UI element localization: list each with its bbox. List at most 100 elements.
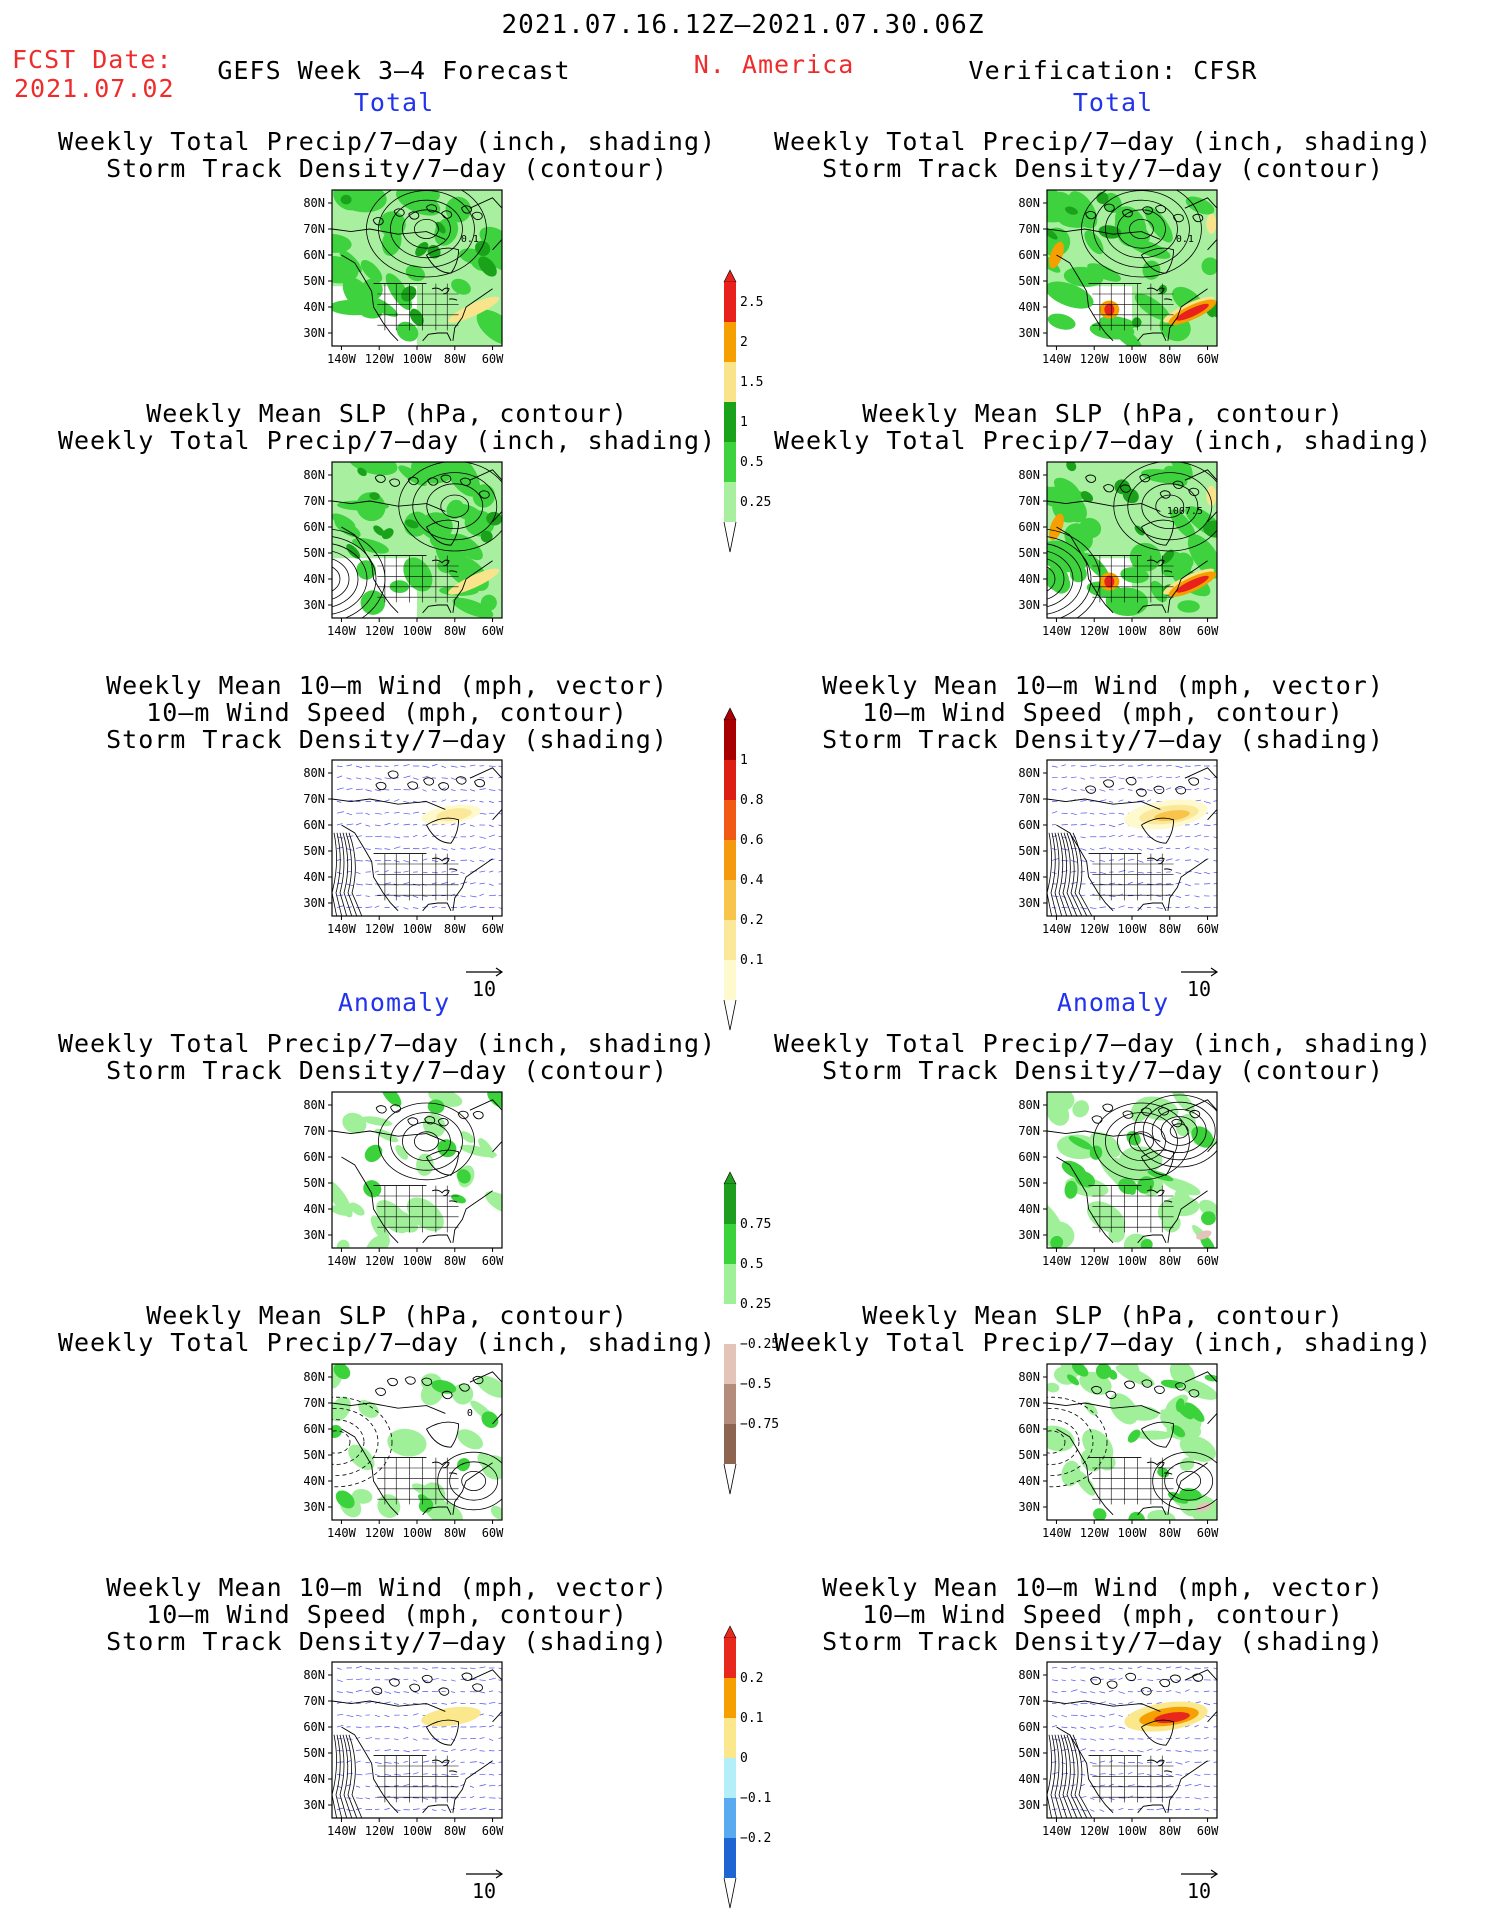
wind-vector [355, 871, 361, 874]
lat-tick-label: 40N [1018, 1202, 1040, 1216]
precip-fill-mid [1142, 260, 1161, 280]
wind-vector [384, 799, 390, 802]
wind-vector [1061, 776, 1068, 779]
coastline [1047, 1669, 1217, 1814]
contour-line [332, 1430, 351, 1454]
precip-fill-max [1176, 575, 1209, 593]
colorbar-segment [724, 322, 736, 362]
wind-vector [1184, 883, 1192, 887]
lon-tick-label: 80W [444, 1254, 466, 1268]
anom-precip-wet [406, 1197, 444, 1232]
wind-vector [460, 765, 466, 768]
wind-vector [1213, 1750, 1217, 1752]
wind-vector [1089, 860, 1095, 863]
arctic-island-line [387, 770, 399, 779]
wind-vector [393, 1726, 400, 1729]
colorbar-segment [724, 1344, 736, 1384]
wind-vector [469, 1761, 477, 1763]
wind-vector [374, 824, 381, 827]
precip-fill-heavy [409, 308, 424, 326]
contour-line [1117, 209, 1166, 249]
lat-tick-label: 40N [303, 300, 325, 314]
west-coast-line [341, 526, 399, 614]
arctic-island-line [1085, 474, 1097, 483]
hudson-bay-line [426, 1421, 460, 1448]
west-coast-line [1056, 254, 1114, 342]
wind-vector [412, 824, 418, 826]
arctic-island-line [1105, 1390, 1117, 1400]
wind-vector [1127, 1784, 1135, 1787]
wind-vector [1194, 1773, 1201, 1777]
wind-vector [1194, 860, 1200, 863]
gulf-coast-line [1137, 1234, 1167, 1244]
wind-vector [1213, 1714, 1217, 1717]
wind-vector [1099, 871, 1107, 875]
wind-vector [1089, 1797, 1095, 1800]
lon-tick-label: 140W [327, 624, 357, 638]
arctic-island-line [389, 478, 401, 487]
arctic-island-line [458, 1383, 470, 1392]
coastline [1047, 1099, 1217, 1244]
anom-precip-wet [1072, 1100, 1090, 1118]
arctic-island-line [1141, 1379, 1153, 1388]
anom-precip-wet-mid [381, 1092, 402, 1107]
precip-fill-mid [398, 465, 427, 487]
wind-vector [1175, 1666, 1182, 1669]
arctic-island-line [1135, 788, 1147, 797]
contour-set [1081, 190, 1202, 278]
colorbar-label: 0.2 [740, 913, 763, 928]
wind-vector [469, 799, 475, 802]
wind-vector [422, 858, 428, 861]
wind-vector [1184, 1667, 1190, 1670]
lon-tick-label: 120W [365, 1824, 395, 1838]
wind-vector [422, 1797, 429, 1800]
wind-vector [1165, 776, 1172, 779]
lon-tick-label: 60W [1197, 624, 1219, 638]
lon-tick-label: 80W [444, 1824, 466, 1838]
wind-vector [450, 870, 458, 873]
colorbar-segment [724, 1638, 736, 1678]
wind-vector [431, 763, 438, 767]
wind-vector [479, 1784, 486, 1787]
vector-reference-fcst-total: 10 [466, 967, 504, 1001]
arctic-island-line [374, 474, 386, 483]
vector-reference-label: 10 [472, 977, 496, 1001]
contour-line [1105, 199, 1178, 259]
precip-fill-mid [342, 277, 374, 313]
precip-fill-mid [1169, 509, 1196, 539]
wind-vector [479, 860, 485, 862]
colorbar-label: 1.5 [740, 375, 763, 390]
wind-vector [403, 775, 411, 779]
anom-precip-wet [459, 1144, 497, 1158]
wind-vector [1118, 1726, 1126, 1729]
wind-speed-line [348, 832, 363, 916]
wind-vector [1080, 836, 1086, 839]
wind-vector [488, 1773, 495, 1776]
map-background [332, 760, 502, 916]
lon-tick-label: 100W [1118, 1824, 1148, 1838]
state-lines [1092, 283, 1174, 331]
arctic-island-line [438, 1687, 450, 1696]
wind-vector [336, 801, 342, 803]
lon-tick-label: 140W [327, 352, 357, 366]
state-lines [1092, 853, 1174, 901]
wind-vector [450, 1748, 456, 1751]
wind-vector [412, 1808, 420, 1810]
arctic-coast-line [1047, 1130, 1161, 1142]
map-layers [332, 462, 502, 618]
colorbar-segment [724, 1838, 736, 1878]
wind-vector [441, 881, 448, 885]
wind-vector [450, 882, 456, 885]
coastline [332, 197, 502, 342]
contour-line [1047, 1396, 1108, 1488]
wind-vector [450, 1702, 457, 1704]
lat-tick-label: 40N [1018, 572, 1040, 586]
arctic-island-line [374, 1387, 386, 1396]
coastline [332, 1099, 502, 1244]
wind-vector [1146, 789, 1153, 792]
wind-vector [336, 1724, 344, 1728]
vector-reference-fcst-anom: 10 [466, 1869, 504, 1903]
greenland-line [1184, 469, 1217, 523]
